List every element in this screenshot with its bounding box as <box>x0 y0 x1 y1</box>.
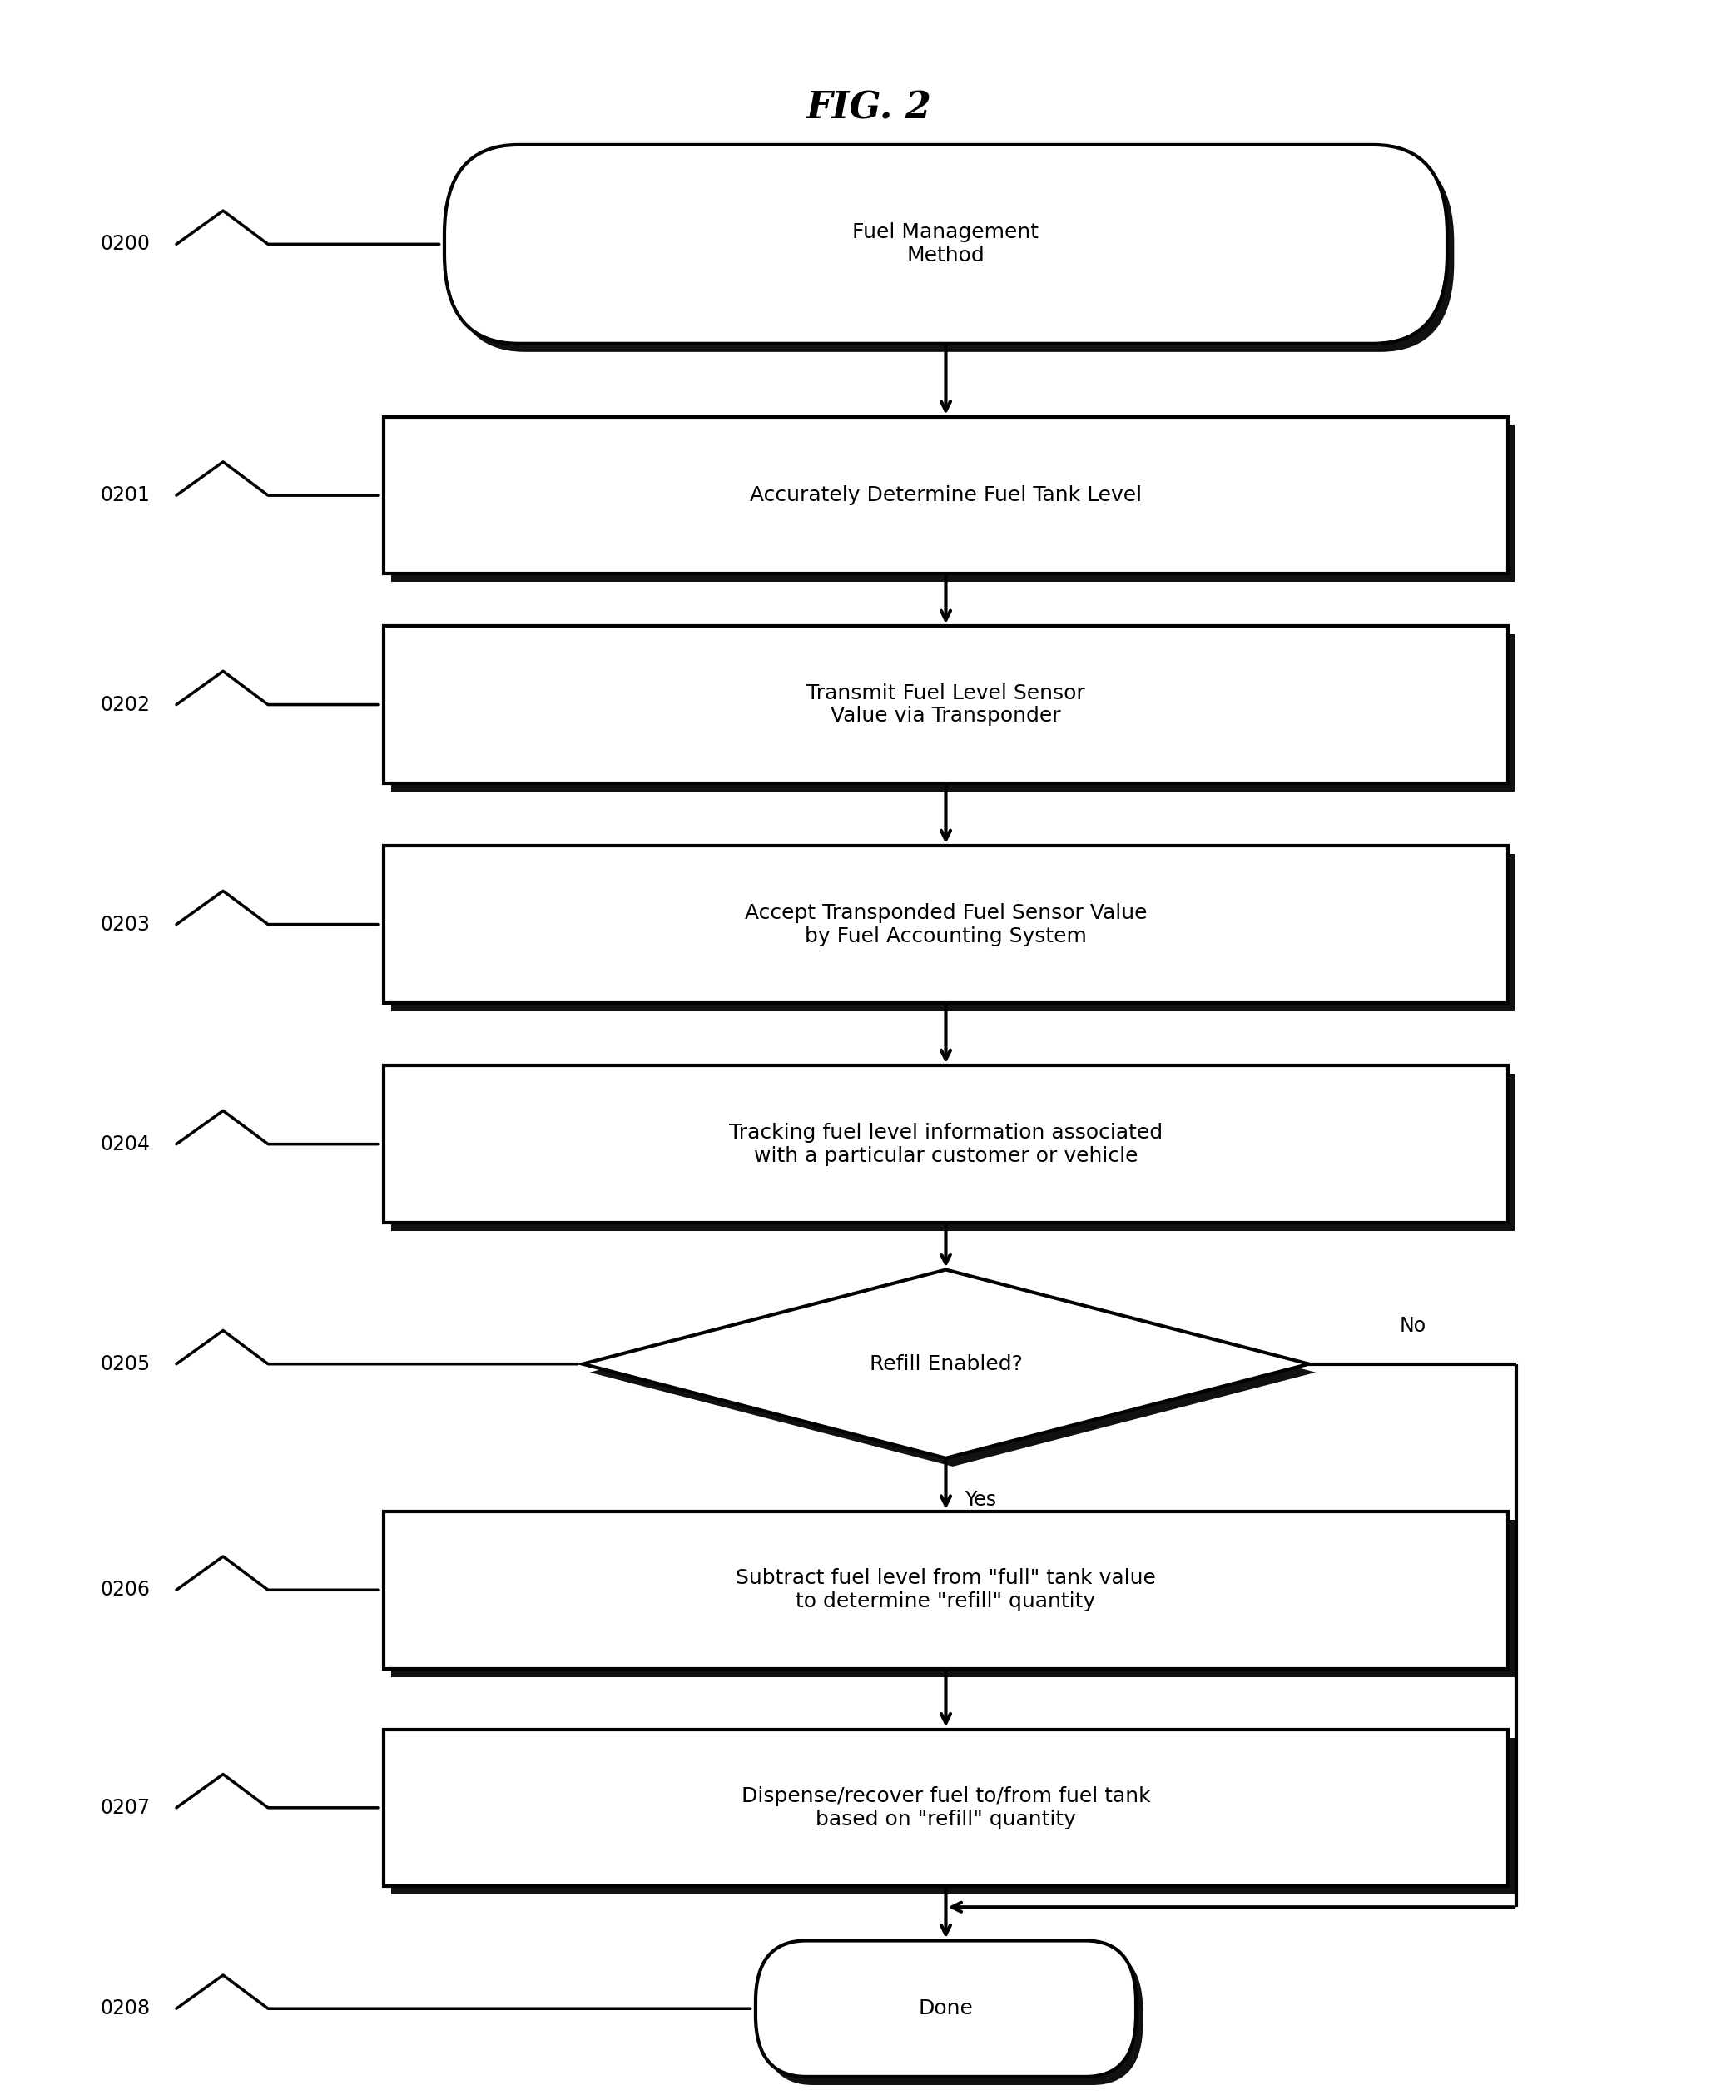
Polygon shape <box>590 1279 1316 1466</box>
FancyBboxPatch shape <box>391 1073 1516 1231</box>
FancyBboxPatch shape <box>391 634 1516 792</box>
FancyBboxPatch shape <box>391 1520 1516 1678</box>
Text: FIG. 2: FIG. 2 <box>806 90 930 126</box>
Text: Tracking fuel level information associated
with a particular customer or vehicle: Tracking fuel level information associat… <box>729 1124 1163 1166</box>
FancyBboxPatch shape <box>384 626 1509 783</box>
FancyBboxPatch shape <box>444 145 1448 344</box>
Text: 0207: 0207 <box>101 1798 151 1819</box>
FancyBboxPatch shape <box>391 424 1516 582</box>
Text: 0203: 0203 <box>101 914 151 934</box>
FancyBboxPatch shape <box>384 846 1509 1004</box>
Text: Fuel Management
Method: Fuel Management Method <box>852 223 1040 267</box>
FancyBboxPatch shape <box>384 1512 1509 1670</box>
FancyBboxPatch shape <box>384 1065 1509 1222</box>
FancyBboxPatch shape <box>391 1737 1516 1894</box>
Text: Dispense/recover fuel to/from fuel tank
based on "refill" quantity: Dispense/recover fuel to/from fuel tank … <box>741 1787 1151 1829</box>
Polygon shape <box>583 1270 1309 1457</box>
FancyBboxPatch shape <box>755 1940 1135 2077</box>
FancyBboxPatch shape <box>384 416 1509 573</box>
Text: 0205: 0205 <box>101 1354 151 1373</box>
FancyBboxPatch shape <box>762 1949 1142 2085</box>
Text: 0201: 0201 <box>101 485 151 506</box>
Text: Refill Enabled?: Refill Enabled? <box>870 1354 1023 1373</box>
Text: 0206: 0206 <box>101 1579 151 1600</box>
Text: Accept Transponded Fuel Sensor Value
by Fuel Accounting System: Accept Transponded Fuel Sensor Value by … <box>745 903 1147 945</box>
Text: Transmit Fuel Level Sensor
Value via Transponder: Transmit Fuel Level Sensor Value via Tra… <box>807 682 1085 727</box>
FancyBboxPatch shape <box>391 855 1516 1012</box>
Text: Accurately Determine Fuel Tank Level: Accurately Determine Fuel Tank Level <box>750 485 1142 506</box>
Text: 0200: 0200 <box>101 235 151 254</box>
Text: 0208: 0208 <box>101 1999 151 2018</box>
Text: Done: Done <box>918 1999 974 2018</box>
Text: Yes: Yes <box>965 1491 996 1510</box>
Text: 0202: 0202 <box>101 695 151 714</box>
FancyBboxPatch shape <box>451 153 1455 353</box>
Text: 0204: 0204 <box>101 1134 151 1155</box>
FancyBboxPatch shape <box>384 1728 1509 1886</box>
Text: Subtract fuel level from "full" tank value
to determine "refill" quantity: Subtract fuel level from "full" tank val… <box>736 1569 1156 1611</box>
Text: No: No <box>1399 1317 1425 1336</box>
